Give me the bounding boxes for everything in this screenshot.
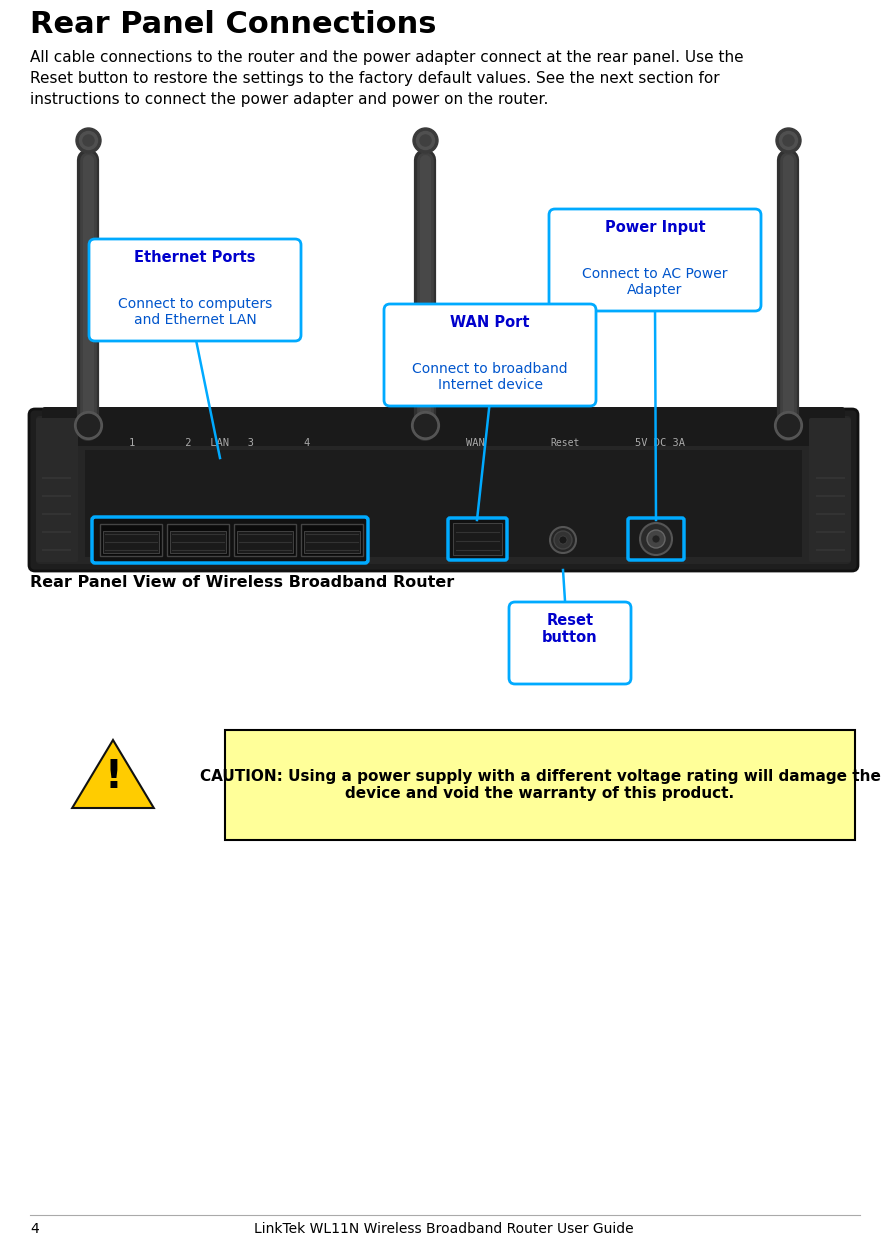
Text: WAN Port: WAN Port	[450, 315, 530, 330]
Circle shape	[559, 537, 567, 544]
Circle shape	[647, 530, 665, 548]
FancyBboxPatch shape	[509, 603, 631, 684]
FancyBboxPatch shape	[29, 410, 858, 571]
FancyBboxPatch shape	[100, 524, 162, 557]
Text: Rear Panel Connections: Rear Panel Connections	[30, 10, 436, 39]
FancyBboxPatch shape	[89, 239, 301, 341]
FancyBboxPatch shape	[301, 524, 363, 557]
FancyBboxPatch shape	[42, 407, 845, 446]
Text: Connect to broadband
Internet device: Connect to broadband Internet device	[412, 362, 568, 392]
Circle shape	[640, 523, 672, 555]
FancyBboxPatch shape	[448, 518, 507, 560]
FancyBboxPatch shape	[234, 524, 296, 557]
Text: Rear Panel View of Wireless Broadband Router: Rear Panel View of Wireless Broadband Ro…	[30, 575, 454, 590]
Bar	[170, 532, 226, 553]
Text: WAN: WAN	[466, 438, 485, 448]
FancyBboxPatch shape	[167, 524, 229, 557]
Text: Reset
button: Reset button	[542, 613, 597, 645]
Text: 1        2   LAN   3        4: 1 2 LAN 3 4	[130, 438, 310, 448]
Circle shape	[652, 535, 660, 543]
Bar	[237, 532, 293, 553]
Bar	[304, 532, 360, 553]
FancyBboxPatch shape	[36, 418, 78, 561]
Text: LinkTek WL11N Wireless Broadband Router User Guide: LinkTek WL11N Wireless Broadband Router …	[254, 1223, 634, 1236]
Circle shape	[550, 527, 576, 553]
FancyBboxPatch shape	[225, 730, 855, 840]
Text: Ethernet Ports: Ethernet Ports	[134, 250, 256, 265]
Text: All cable connections to the router and the power adapter connect at the rear pa: All cable connections to the router and …	[30, 50, 743, 107]
Text: !: !	[104, 758, 122, 797]
Text: 5V DC 3A: 5V DC 3A	[635, 438, 685, 448]
FancyBboxPatch shape	[92, 517, 368, 563]
FancyBboxPatch shape	[549, 209, 761, 311]
Text: Reset: Reset	[550, 438, 580, 448]
Text: Connect to AC Power
Adapter: Connect to AC Power Adapter	[582, 266, 728, 298]
FancyBboxPatch shape	[384, 304, 596, 406]
FancyBboxPatch shape	[809, 418, 851, 561]
Bar	[30, 120, 855, 570]
Text: Power Input: Power Input	[605, 220, 705, 235]
Text: 4: 4	[30, 1223, 39, 1236]
Text: Connect to computers
and Ethernet LAN: Connect to computers and Ethernet LAN	[118, 296, 272, 327]
Bar	[103, 532, 159, 553]
Bar	[85, 449, 802, 557]
Circle shape	[554, 532, 572, 549]
FancyBboxPatch shape	[36, 416, 851, 564]
FancyBboxPatch shape	[628, 518, 684, 560]
Bar	[453, 523, 502, 555]
Text: CAUTION: Using a power supply with a different voltage rating will damage the
de: CAUTION: Using a power supply with a dif…	[199, 769, 880, 802]
Polygon shape	[72, 740, 154, 808]
